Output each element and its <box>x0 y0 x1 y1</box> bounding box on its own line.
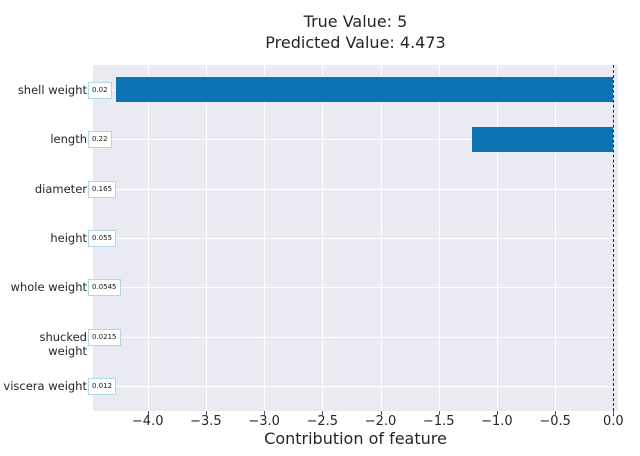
x-tick-label: 0.0 <box>602 414 624 429</box>
x-axis-label: Contribution of feature <box>264 429 447 448</box>
x-tick-mark <box>147 411 149 415</box>
x-tick-mark <box>380 411 382 415</box>
y-tick-label: shell weight <box>17 82 87 97</box>
y-tick-label: shucked weight <box>39 329 87 358</box>
y-gridline <box>93 238 618 239</box>
x-tick-mark <box>322 411 324 415</box>
x-tick-label: −4.0 <box>131 414 164 429</box>
y-gridline <box>93 336 618 338</box>
y-tick-label: height <box>50 231 87 245</box>
plot-area <box>93 65 618 416</box>
bar-shell-weight <box>116 77 614 103</box>
x-tick-mark <box>613 411 615 415</box>
bar-length <box>472 126 614 152</box>
y-tick-label: viscera weight <box>3 379 87 394</box>
chart-title-line1: True Value: 5 <box>303 12 408 31</box>
value-annotation: 0.012 <box>88 378 117 396</box>
value-annotation: 0.165 <box>88 180 117 198</box>
value-annotation: 0.055 <box>88 230 117 247</box>
x-tick-label: −2.0 <box>364 414 397 429</box>
x-tick-mark <box>555 411 557 415</box>
zero-reference-line <box>613 65 615 416</box>
x-tick-mark <box>264 411 266 415</box>
x-tick-mark <box>438 411 440 415</box>
chart-title: True Value: 5 Predicted Value: 4.473 <box>93 11 618 53</box>
value-annotation: 0.0215 <box>88 328 121 346</box>
value-annotation: 0.22 <box>88 131 112 149</box>
value-annotation: 0.02 <box>88 81 112 99</box>
x-tick-label: −1.5 <box>422 414 455 429</box>
x-tick-label: −3.0 <box>248 414 280 429</box>
x-tick-mark <box>205 411 207 415</box>
y-gridline <box>93 188 618 190</box>
y-gridline <box>93 386 618 388</box>
value-annotation: 0.0545 <box>88 279 121 297</box>
x-tick-mark <box>496 411 498 415</box>
y-tick-label: length <box>50 132 87 147</box>
chart-title-line2: Predicted Value: 4.473 <box>265 33 446 52</box>
x-tick-label: −1.0 <box>481 414 513 429</box>
y-tick-label: whole weight <box>10 280 87 295</box>
x-tick-label: −0.5 <box>539 414 571 429</box>
x-tick-label: −3.5 <box>190 414 222 429</box>
x-tick-label: −2.5 <box>306 414 339 429</box>
y-tick-label: diameter <box>34 181 87 196</box>
y-gridline <box>93 287 618 289</box>
y-gridline <box>93 139 618 141</box>
